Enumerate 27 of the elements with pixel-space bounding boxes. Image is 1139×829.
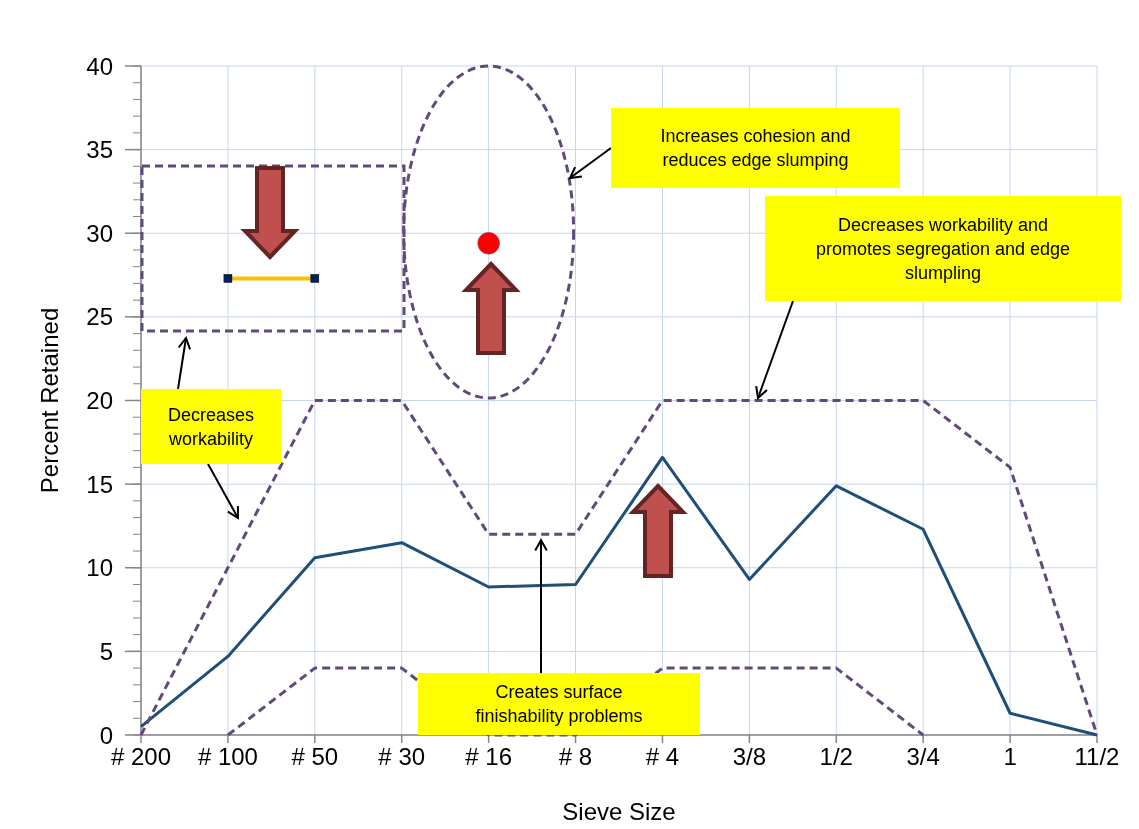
- x-tick-label: 3/8: [732, 743, 767, 770]
- x-tick-label: # 100: [197, 743, 258, 770]
- y-tick-label: 20: [86, 387, 113, 414]
- y-tick-label: 40: [86, 52, 113, 80]
- annotation: Increases cohesion and reduces edge slumping: [660, 126, 851, 170]
- annotation: Decreases workability: [167, 404, 255, 449]
- y-axis-title: Percent Retained: [36, 307, 63, 494]
- y-tick-label: 15: [86, 470, 113, 498]
- x-tick-label: # 16: [465, 743, 512, 770]
- y-tick-label: 10: [86, 554, 113, 582]
- annotation: Decreases workability and promotes segregation and edge slumpling: [815, 214, 1071, 283]
- x-tick-label: # 200: [110, 743, 172, 770]
- y-tick-label: 0: [99, 721, 113, 749]
- x-tick-label: 3/4: [906, 743, 940, 770]
- x-tick-label: # 4: [645, 743, 680, 770]
- y-tick-label: 25: [86, 303, 113, 331]
- x-tick-label: 1: [1003, 743, 1017, 770]
- x-tick-label: 1/2: [819, 743, 853, 770]
- x-tick-label: # 50: [291, 743, 339, 770]
- x-tick-label: # 30: [378, 743, 426, 770]
- annotation: Creates surface finishability problems: [475, 682, 643, 726]
- y-tick-label: 35: [86, 136, 113, 164]
- y-tick-label: 5: [99, 637, 113, 665]
- y-tick-label: 30: [86, 219, 113, 247]
- x-tick-label: 11/2: [1074, 743, 1120, 770]
- x-tick-label: # 8: [558, 743, 593, 770]
- x-axis-title: Sieve Size: [562, 798, 676, 825]
